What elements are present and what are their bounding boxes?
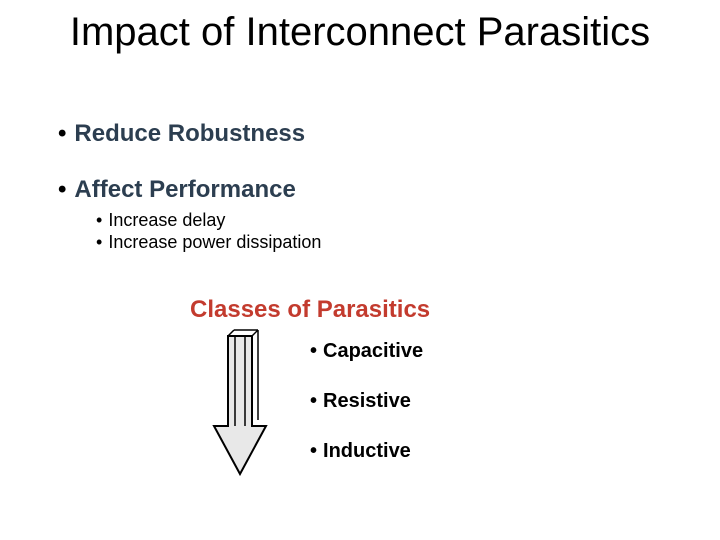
main-bullet-1-text: Reduce Robustness xyxy=(74,120,305,147)
main-bullet-2-text: Affect Performance xyxy=(74,176,295,203)
sub-bullet-1: • Increase delay xyxy=(96,210,225,231)
bullet-dot-icon: • xyxy=(310,340,317,362)
sub-bullet-1-text: Increase delay xyxy=(108,210,225,230)
bullet-dot-icon: • xyxy=(96,232,102,252)
class-bullet-3-text: Inductive xyxy=(323,440,411,462)
class-bullet-2-text: Resistive xyxy=(323,390,411,412)
bullet-dot-icon: • xyxy=(310,440,317,462)
class-bullet-2: • Resistive xyxy=(310,390,411,413)
main-bullet-1: • Reduce Robustness xyxy=(58,120,305,148)
main-bullet-2: • Affect Performance xyxy=(58,176,296,204)
sub-bullet-2: • Increase power dissipation xyxy=(96,232,321,253)
bullet-dot-icon: • xyxy=(96,210,102,230)
down-arrow-icon xyxy=(210,328,270,478)
section-title: Classes of Parasitics xyxy=(190,296,430,324)
class-bullet-1: • Capacitive xyxy=(310,340,423,363)
bullet-dot-icon: • xyxy=(58,120,66,147)
slide-title: Impact of Interconnect Parasitics xyxy=(0,10,720,55)
bullet-dot-icon: • xyxy=(310,390,317,412)
class-bullet-3: • Inductive xyxy=(310,440,411,463)
class-bullet-1-text: Capacitive xyxy=(323,340,423,362)
sub-bullet-2-text: Increase power dissipation xyxy=(108,232,321,252)
bullet-dot-icon: • xyxy=(58,176,66,203)
